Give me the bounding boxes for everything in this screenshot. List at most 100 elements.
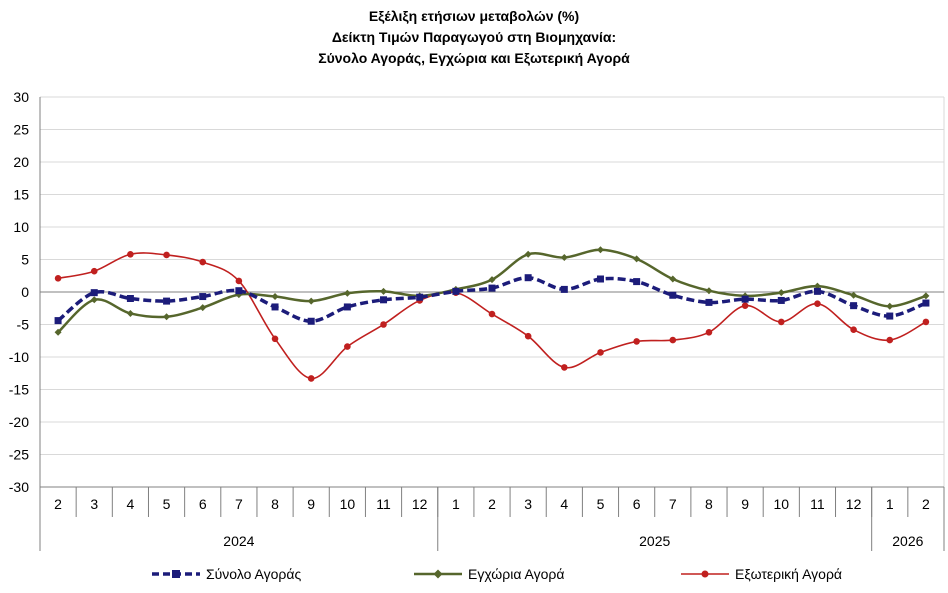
y-tick-label: -25 xyxy=(9,447,29,463)
point-series-1 xyxy=(741,295,749,303)
x-tick-label: 9 xyxy=(307,496,315,512)
y-tick-label: 0 xyxy=(21,284,29,300)
point-series-2 xyxy=(922,292,930,300)
legend-marker-series-3 xyxy=(681,570,729,578)
legend-item-series-1: Σύνολο Αγοράς xyxy=(150,566,301,582)
x-tick-label: 5 xyxy=(597,496,605,512)
x-tick-label: 2 xyxy=(54,496,62,512)
y-tick-label: -30 xyxy=(9,479,29,495)
x-tick-label: 12 xyxy=(412,496,428,512)
point-series-1 xyxy=(524,274,532,282)
x-tick-label: 11 xyxy=(810,496,825,512)
point-series-3 xyxy=(922,318,930,326)
x-tick-label: 6 xyxy=(633,496,641,512)
point-series-2 xyxy=(633,255,641,263)
legend-label-series-2: Εγχώρια Αγορά xyxy=(468,566,565,582)
point-series-3 xyxy=(850,326,857,334)
point-series-3 xyxy=(90,267,98,275)
point-series-1 xyxy=(235,287,243,295)
chart-title-line-2: Δείκτη Τιμών Παραγωγού στη Βιομηχανία: xyxy=(331,29,617,45)
x-tick-label: 7 xyxy=(235,496,243,512)
point-series-1 xyxy=(199,293,207,301)
point-series-1 xyxy=(850,302,858,310)
y-tick-label: 15 xyxy=(13,187,29,203)
point-series-2 xyxy=(524,250,532,258)
y-tick-label: 30 xyxy=(13,89,29,105)
point-series-1 xyxy=(271,303,279,311)
point-series-1 xyxy=(452,287,460,295)
chart-title-line-1: Εξέλιξη ετήσιων μεταβολών (%) xyxy=(368,8,580,24)
x-tick-label: 5 xyxy=(163,496,171,512)
point-series-3 xyxy=(886,336,894,344)
point-series-3 xyxy=(380,321,387,328)
point-series-1 xyxy=(633,278,641,286)
point-series-2 xyxy=(307,297,315,305)
point-series-2 xyxy=(90,296,98,304)
y-tick-label: -5 xyxy=(17,317,30,333)
point-series-1 xyxy=(126,295,134,302)
point-series-3 xyxy=(344,343,351,350)
y-tick-label: -15 xyxy=(9,382,29,398)
y-tick-label: -20 xyxy=(9,414,29,430)
x-tick-label: 1 xyxy=(886,496,894,512)
y-tick-label: -10 xyxy=(9,349,29,365)
point-series-2 xyxy=(380,287,388,295)
point-series-1 xyxy=(813,287,821,295)
point-series-3 xyxy=(669,336,677,344)
point-series-3 xyxy=(488,310,496,318)
x-tick-label: 1 xyxy=(452,496,460,512)
legend-item-series-3: Εξωτερική Αγορά xyxy=(679,566,842,582)
point-series-3 xyxy=(705,329,713,336)
point-series-1 xyxy=(705,298,713,306)
point-series-3 xyxy=(597,349,604,356)
point-series-1 xyxy=(922,299,930,307)
point-series-3 xyxy=(127,251,134,258)
chart-title-line-3: Σύνολο Αγοράς, Εγχώρια και Εξωτερική Αγο… xyxy=(318,50,630,66)
x-tick-label: 11 xyxy=(376,496,391,512)
point-series-2 xyxy=(560,254,568,262)
y-tick-label: 20 xyxy=(13,154,29,170)
legend-marker-series-2 xyxy=(414,569,462,579)
x-tick-label: 6 xyxy=(199,496,207,512)
x-tick-label: 3 xyxy=(524,496,532,512)
legend-label-series-1: Σύνολο Αγοράς xyxy=(206,566,302,582)
point-series-2 xyxy=(886,302,894,310)
x-tick-label: 8 xyxy=(705,496,713,512)
point-series-1 xyxy=(777,296,785,304)
point-series-3 xyxy=(524,332,532,340)
x-tick-label: 9 xyxy=(741,496,749,512)
x-tick-label: 3 xyxy=(90,496,98,512)
point-series-1 xyxy=(90,289,98,297)
y-tick-label: 10 xyxy=(13,219,29,235)
point-series-2 xyxy=(126,309,134,317)
point-series-1 xyxy=(343,303,351,311)
point-series-2 xyxy=(199,304,207,312)
x-tick-label: 4 xyxy=(127,496,135,512)
y-tick-label: 25 xyxy=(13,122,29,138)
point-series-1 xyxy=(380,296,388,304)
x-tick-label: 4 xyxy=(560,496,568,512)
point-series-2 xyxy=(163,313,171,321)
point-series-1 xyxy=(669,291,677,299)
point-series-3 xyxy=(741,302,749,309)
point-series-2 xyxy=(705,287,713,295)
point-series-3 xyxy=(54,275,62,282)
x-tick-label: 10 xyxy=(340,496,356,512)
y-tick-label: 5 xyxy=(21,252,29,268)
point-series-1 xyxy=(596,275,604,283)
point-series-3 xyxy=(163,251,170,259)
series-3 xyxy=(54,251,930,382)
point-series-3 xyxy=(561,364,568,371)
x-tick-label: 12 xyxy=(846,496,862,512)
point-series-2 xyxy=(343,289,351,297)
point-series-1 xyxy=(54,317,62,325)
series-1 xyxy=(54,274,930,325)
year-label: 2025 xyxy=(639,533,670,549)
point-series-3 xyxy=(235,277,243,285)
point-series-2 xyxy=(271,293,279,301)
point-series-2 xyxy=(777,289,785,297)
point-series-1 xyxy=(163,297,171,305)
point-series-1 xyxy=(886,312,894,320)
legend-marker-series-1 xyxy=(152,570,200,578)
